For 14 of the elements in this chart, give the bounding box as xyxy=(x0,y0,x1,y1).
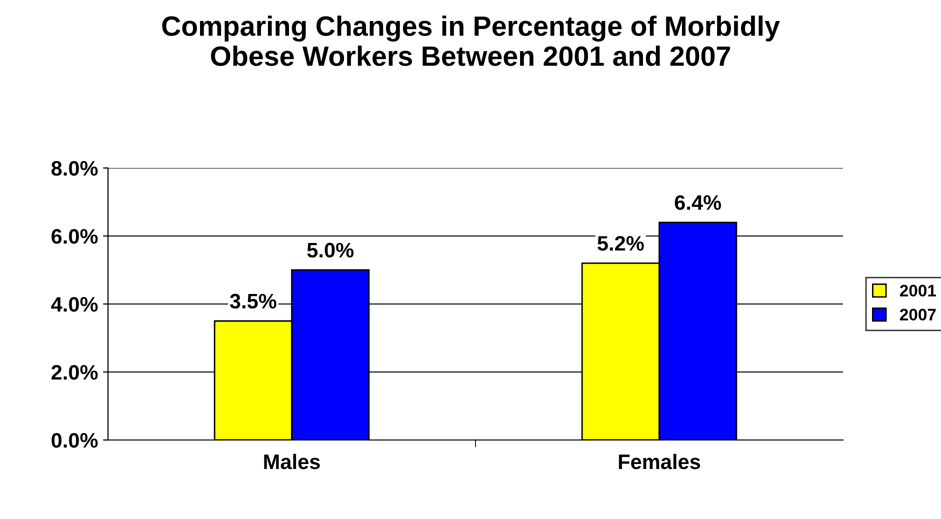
x-tick-label: Females xyxy=(618,454,700,470)
data-label: 5.2% xyxy=(598,236,644,251)
data-label: 5.0% xyxy=(307,242,354,258)
y-tick-label: 6.0% xyxy=(52,229,98,244)
x-tick-label: Males xyxy=(264,454,320,470)
legend-label: 2001 xyxy=(900,284,936,297)
y-tick-label: 2.0% xyxy=(52,365,98,380)
y-tick-label: 8.0% xyxy=(51,161,98,176)
data-label: 6.4% xyxy=(674,195,722,210)
chart-title: Comparing Changes in Percentage of Morbidly Obese Workers Between 2001 and 2007 xyxy=(162,16,780,66)
data-label: 3.5% xyxy=(230,294,276,309)
y-tick-label: 0.0% xyxy=(52,433,98,448)
y-tick-label: 4.0% xyxy=(51,297,98,312)
legend-label: 2007 xyxy=(900,308,936,320)
